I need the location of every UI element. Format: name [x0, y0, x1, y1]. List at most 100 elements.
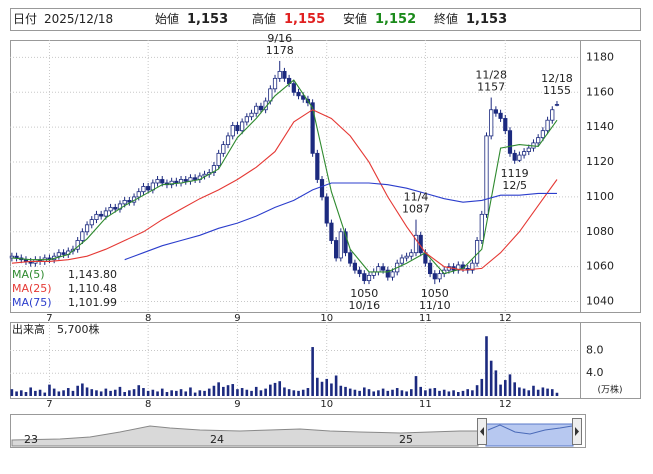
candle-body: [216, 152, 221, 166]
volume-bar: [386, 390, 390, 396]
right-arrow: [575, 427, 579, 436]
candle-body: [526, 147, 531, 152]
navigator-label: 24: [210, 433, 224, 446]
volume-bar: [170, 390, 173, 396]
candle-body: [479, 213, 484, 241]
header-value: 1,153: [187, 12, 228, 27]
candle-body: [230, 125, 235, 137]
candle-body: [385, 269, 390, 278]
candle-body: [540, 130, 545, 139]
annotation-value: 1178: [266, 44, 294, 57]
y-tick-label: 1120: [586, 155, 614, 168]
candle-body: [338, 231, 343, 259]
candle-body: [94, 213, 99, 220]
volume-bar: [160, 388, 164, 396]
candle-body: [103, 210, 108, 217]
annotation-value: 1157: [477, 81, 505, 94]
volume-bar: [452, 390, 455, 396]
candle-body: [550, 109, 555, 121]
ma-line: [124, 182, 557, 261]
volume-bar: [461, 390, 465, 396]
candle-body: [521, 151, 527, 156]
x-tick-label: 11: [419, 399, 432, 410]
volume-bar: [259, 390, 263, 396]
volume-bar: [81, 383, 84, 396]
candle-body: [315, 152, 320, 180]
volume-title: 出来高: [12, 322, 45, 336]
volume-bar: [203, 390, 206, 396]
volume-bar: [207, 388, 211, 396]
legend-name: MA(75): [12, 296, 52, 309]
volume-unit: (万株): [597, 384, 622, 396]
volume-bar: [66, 388, 70, 396]
volume-bar: [485, 336, 488, 396]
candle-body: [484, 135, 489, 215]
volume-bar: [90, 389, 94, 396]
volume-bar: [536, 389, 540, 396]
volume-bar: [222, 386, 225, 396]
x-tick-label: 7: [46, 313, 52, 324]
candle-body: [470, 262, 475, 271]
volume-bar: [358, 390, 361, 396]
annotation-date: 12/18: [541, 72, 573, 85]
volume-bar: [283, 387, 286, 396]
y-tick-label: 1080: [586, 225, 614, 238]
volume-bar: [550, 389, 554, 396]
volume-bar: [245, 389, 249, 396]
volume-bar: [494, 370, 498, 396]
candle-body: [503, 118, 508, 132]
volume-bar: [57, 391, 61, 396]
volume-bar: [419, 386, 423, 396]
volume-bar: [339, 385, 343, 396]
volume-bar: [400, 390, 404, 396]
candle-body: [174, 180, 179, 184]
volume-last: 5,700株: [57, 322, 100, 336]
annotation-value: 1050: [350, 287, 378, 300]
candle-body: [409, 252, 414, 257]
y-tick-label: 1100: [586, 190, 614, 203]
x-tick-label: 12: [499, 399, 512, 410]
volume-bar: [104, 388, 108, 396]
candle-body: [427, 262, 433, 275]
candle-body: [536, 137, 541, 144]
candle-body: [169, 180, 174, 186]
y-tick-label: 8.0: [586, 343, 604, 356]
candle-body: [493, 109, 498, 114]
volume-bar: [226, 385, 230, 396]
candle-body: [136, 191, 141, 198]
navigator-label: 23: [24, 433, 38, 446]
volume-bar: [165, 392, 169, 396]
candle-body: [141, 186, 146, 193]
ma-line: [11, 79, 558, 275]
volume-bar: [456, 392, 460, 396]
annotation-value: 1155: [543, 84, 571, 97]
volume-bar: [334, 375, 338, 396]
y-tick-label: 1140: [586, 120, 614, 133]
volume-bar: [541, 387, 545, 396]
volume-bar: [348, 388, 352, 396]
candle-body: [348, 252, 353, 264]
legend-value: 1,101.99: [68, 296, 117, 309]
candle-body: [240, 121, 245, 132]
volume-bar: [123, 392, 126, 396]
candle-body: [437, 273, 442, 280]
legend-value: 1,110.48: [68, 282, 117, 295]
date-label: 日付: [13, 12, 37, 26]
volume-bar: [146, 390, 150, 396]
candle-body: [517, 154, 522, 161]
volume-bar: [52, 388, 56, 396]
navigator-selection-line: [487, 424, 573, 435]
candle-body: [277, 70, 282, 79]
candle-body: [310, 102, 315, 154]
candle-body: [23, 259, 29, 262]
candle-body: [352, 262, 358, 271]
volume-bar: [508, 374, 512, 396]
volume-bar: [499, 384, 502, 396]
navigator-selection[interactable]: [485, 423, 574, 447]
candle-body: [489, 109, 494, 137]
navigator-label: 25: [399, 433, 413, 446]
volume-bar: [311, 347, 314, 396]
candle-body: [183, 179, 188, 182]
volume-bar: [48, 384, 51, 396]
